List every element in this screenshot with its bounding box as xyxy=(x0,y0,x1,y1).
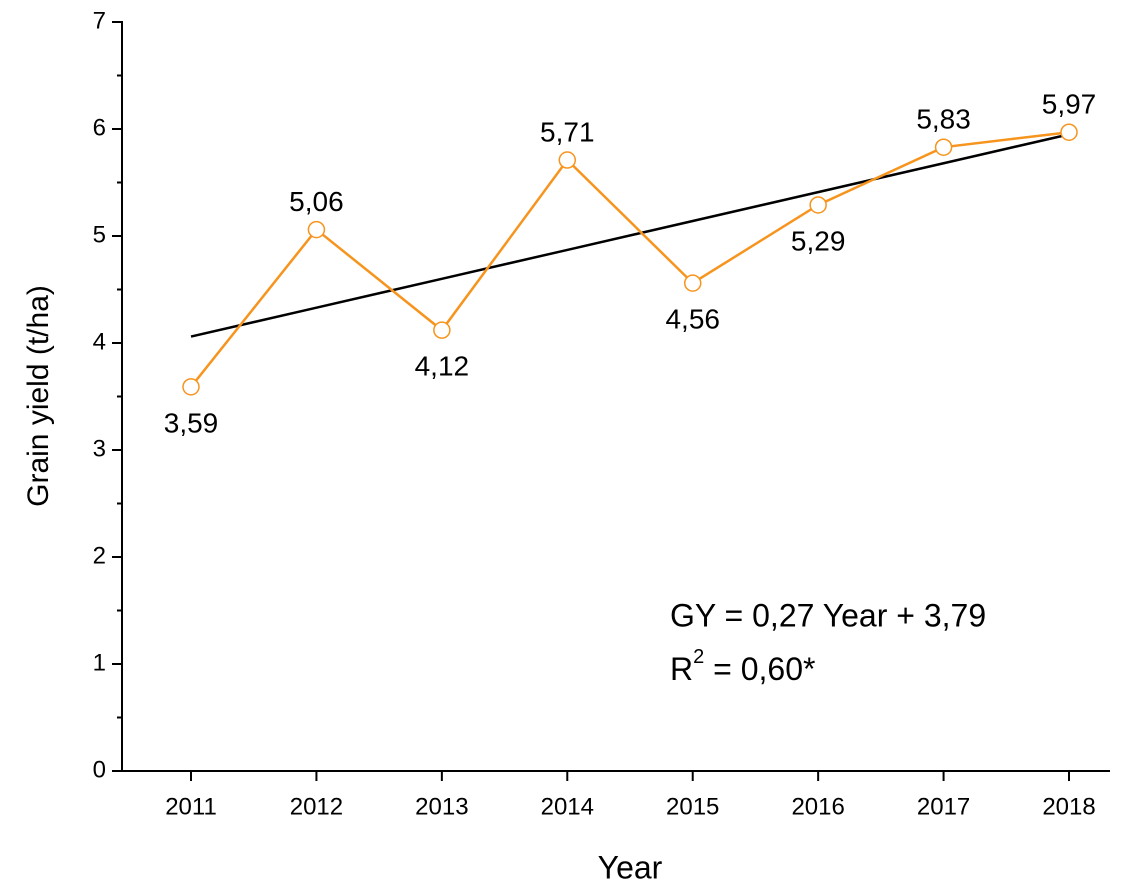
y-tick-label: 4 xyxy=(93,328,106,355)
marker xyxy=(934,138,953,156)
marker xyxy=(182,378,200,396)
trend-line xyxy=(190,133,1070,338)
r2-sup: 2 xyxy=(693,646,704,668)
y-tick-label: 3 xyxy=(93,435,106,462)
y-axis-title: Grain yield (t/ha) xyxy=(22,285,55,507)
x-tick-label: 2013 xyxy=(415,793,468,820)
y-tick-label: 0 xyxy=(93,756,106,783)
marker xyxy=(683,274,702,292)
data-label: 5,29 xyxy=(791,225,846,256)
r-squared: R2 = 0,60* xyxy=(670,646,815,687)
data-label: 4,56 xyxy=(665,303,720,334)
marker xyxy=(558,151,577,169)
y-tick-label: 5 xyxy=(93,221,106,248)
marker xyxy=(433,321,451,339)
y-tick-label: 2 xyxy=(93,542,106,569)
x-tick-label: 2017 xyxy=(917,793,970,820)
y-tick-label: 7 xyxy=(93,7,106,34)
x-axis-title: Year xyxy=(598,849,663,885)
r2-base: R xyxy=(670,651,693,687)
x-tick-label: 2014 xyxy=(541,793,594,820)
r2-rest: = 0,60* xyxy=(704,651,815,687)
data-label: 3,59 xyxy=(164,407,219,438)
data-label: 5,97 xyxy=(1042,89,1097,120)
y-tick-label: 6 xyxy=(93,114,106,141)
x-tick-label: 2011 xyxy=(165,793,217,820)
x-tick-label: 2012 xyxy=(290,793,343,820)
marker xyxy=(1060,123,1078,141)
x-tick-label: 2015 xyxy=(666,793,719,820)
equation: GY = 0,27 Year + 3,79 xyxy=(670,597,986,633)
y-tick-label: 1 xyxy=(93,649,106,676)
marker xyxy=(809,196,827,214)
data-line xyxy=(190,130,1070,388)
data-label: 5,06 xyxy=(289,186,344,217)
marker xyxy=(307,220,326,239)
data-label: 4,12 xyxy=(415,351,470,382)
x-tick-label: 2016 xyxy=(791,793,844,820)
data-label: 5,83 xyxy=(916,104,971,135)
data-label: 5,71 xyxy=(540,116,595,147)
x-tick-label: 2018 xyxy=(1042,793,1095,820)
